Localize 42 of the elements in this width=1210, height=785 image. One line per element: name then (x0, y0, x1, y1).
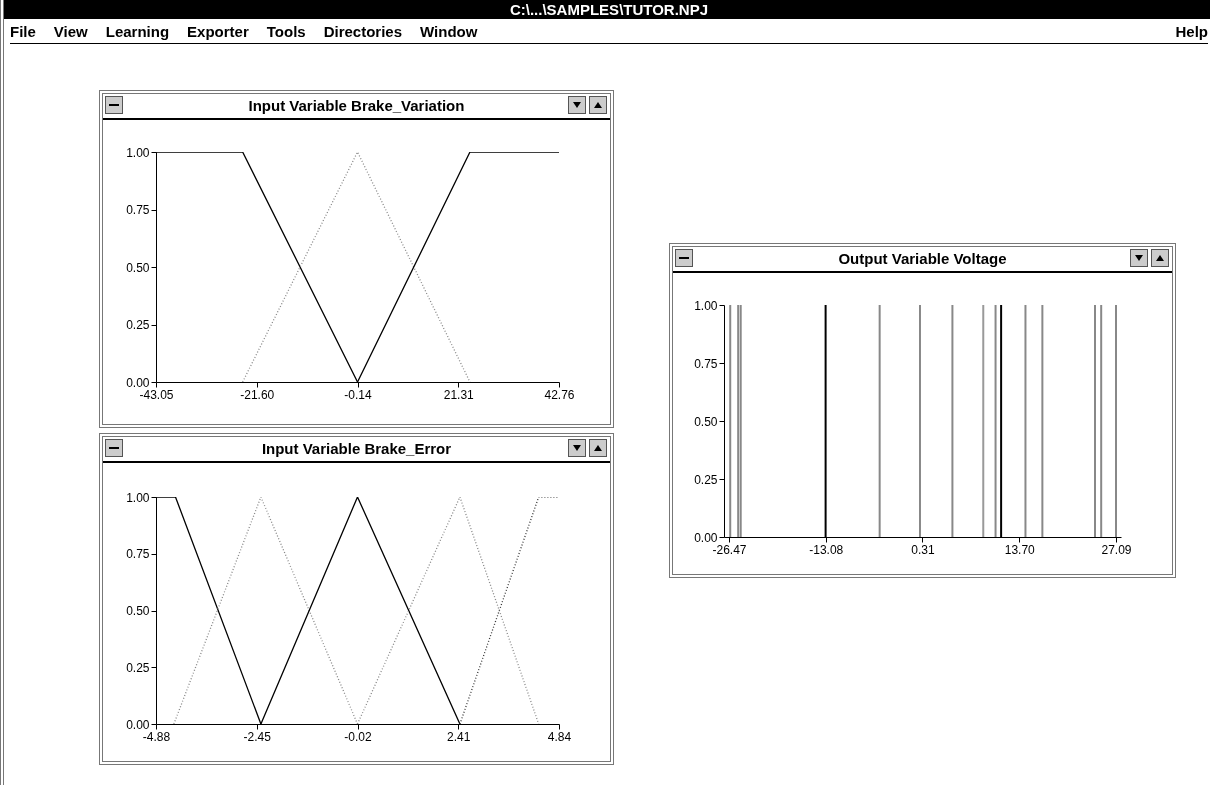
text: Window (420, 22, 478, 40)
x-tick-label: -26.47 (712, 542, 747, 557)
y-tick-label: 0.00 (126, 375, 150, 390)
y-tick-label: 0.50 (126, 260, 150, 275)
text: File (10, 22, 36, 40)
y-tick-label: 0.75 (694, 356, 718, 371)
x-tick-label: -2.45 (243, 729, 272, 744)
x-tick-label: -0.02 (344, 729, 372, 744)
text: Help (1175, 22, 1208, 40)
y-tick-label: 0.25 (126, 660, 150, 675)
y-tick-label: 0.25 (694, 472, 718, 487)
x-tick-label: 13.70 (1004, 542, 1036, 557)
chart-title: Input Variable Brake_Error (103, 437, 610, 463)
y-tick-label: 0.75 (126, 547, 150, 562)
x-tick-label: -43.05 (139, 387, 174, 402)
y-tick-label: 0.50 (126, 604, 150, 618)
y-tick-label: 1.00 (126, 145, 150, 160)
text: View (53, 22, 88, 40)
text: Directories (323, 22, 403, 40)
y-tick-label: 0.00 (694, 530, 718, 545)
y-tick-label: 0.00 (126, 717, 150, 732)
text: Tools (266, 22, 306, 40)
y-tick-label: 1.00 (694, 298, 718, 313)
x-tick-label: -4.88 (142, 729, 171, 744)
text: C:\...\SAMPLES\TUTOR.NPJ (4, 0, 1210, 19)
y-tick-label: 0.25 (126, 318, 150, 332)
x-tick-label: -21.60 (240, 387, 275, 402)
chart-title: Input Variable Brake_Variation (103, 94, 610, 120)
y-tick-label: 0.75 (126, 203, 150, 217)
x-tick-label: 0.31 (911, 542, 935, 557)
x-tick-label: 42.76 (544, 387, 575, 402)
x-tick-label: 27.09 (1101, 542, 1132, 557)
text: Learning (105, 22, 170, 40)
x-tick-label: -13.08 (809, 542, 844, 557)
chart-title: Output Variable Voltage (673, 247, 1172, 273)
y-tick-label: 0.50 (694, 414, 718, 429)
text: Exporter (187, 22, 249, 40)
x-tick-label: 4.84 (547, 729, 572, 744)
x-tick-label: 2.41 (447, 729, 471, 744)
x-tick-label: 21.31 (443, 387, 475, 402)
x-tick-label: -0.14 (344, 387, 373, 402)
y-tick-label: 1.00 (126, 490, 150, 505)
